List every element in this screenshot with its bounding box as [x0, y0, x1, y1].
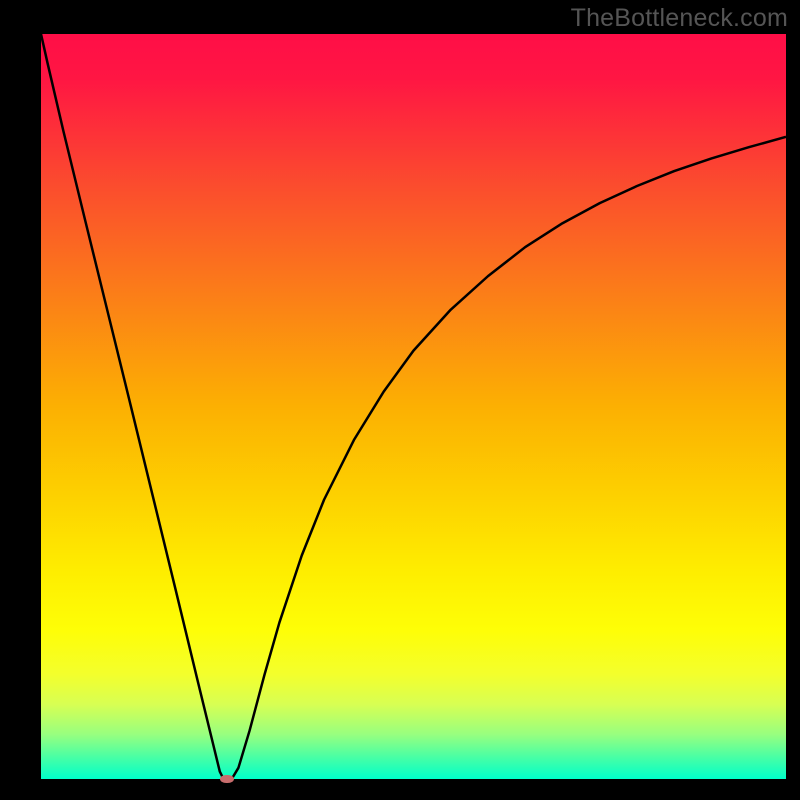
root-frame: TheBottleneck.com: [0, 0, 800, 800]
optimal-marker: [220, 775, 234, 784]
watermark-text: TheBottleneck.com: [571, 4, 788, 33]
bottleneck-curve: [41, 34, 786, 779]
plot-area: [41, 34, 786, 779]
curve-layer: [41, 34, 786, 779]
